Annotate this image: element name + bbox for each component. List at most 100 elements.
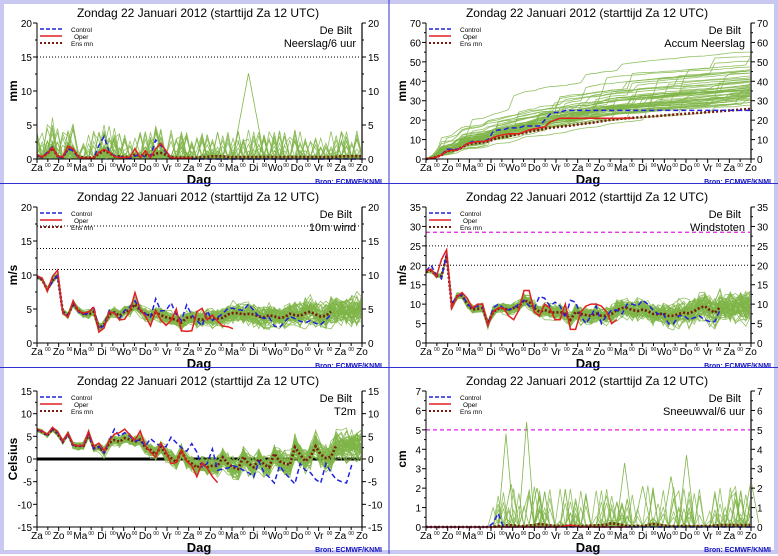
x-hour-label: 00 <box>499 163 505 169</box>
x-tick-label: Ma <box>462 531 476 542</box>
x-hour-label: 00 <box>629 347 635 353</box>
x-tick-label: Zo <box>745 347 757 358</box>
x-tick-label: Ma <box>225 163 239 174</box>
legend-label: Oper <box>74 34 89 41</box>
y-tick-label-left: 0 <box>415 339 421 350</box>
ensemble-member-line <box>425 96 752 160</box>
y-tick-label-left: 5 <box>26 121 32 132</box>
x-tick-label: Vr <box>551 347 561 358</box>
y-tick-label-left: 2 <box>415 484 421 495</box>
x-hour-label: 00 <box>88 163 94 169</box>
x-tick-label: Za <box>723 163 735 174</box>
x-hour-label: 00 <box>218 531 224 537</box>
legend-label: Control <box>460 395 482 402</box>
x-tick-label: Ma <box>225 347 239 358</box>
y-tick-label-right: 15 <box>757 281 769 292</box>
y-tick-label-left: 15 <box>21 237 33 248</box>
x-hour-label: 00 <box>153 531 159 537</box>
y-tick-label-left: 0 <box>26 455 32 466</box>
ensemble-member-line <box>36 275 363 329</box>
ensemble-member-line <box>425 254 752 331</box>
x-tick-label: Vr <box>314 531 324 542</box>
x-hour-label: 00 <box>153 347 159 353</box>
oper-line <box>36 142 192 160</box>
y-tick-label-left: 3 <box>415 465 421 476</box>
x-tick-label: Zo <box>356 531 368 542</box>
source-label: Bron: ECMWF/KNMI <box>704 363 771 370</box>
x-tick-label: Ma <box>225 531 239 542</box>
x-tick-label: Zo <box>204 347 216 358</box>
x-hour-label: 00 <box>694 163 700 169</box>
x-hour-label: 00 <box>175 163 181 169</box>
x-hour-label: 00 <box>542 347 548 353</box>
y-tick-label-left: 0 <box>415 155 421 166</box>
station-label: De Bilt <box>709 393 741 405</box>
legend-label: Control <box>460 27 482 34</box>
x-hour-label: 00 <box>716 347 722 353</box>
y-tick-label-left: 30 <box>410 222 422 233</box>
y-tick-label-right: 15 <box>368 53 380 64</box>
x-tick-label: Zo <box>356 347 368 358</box>
y-tick-label-right: 5 <box>757 320 763 331</box>
y-tick-label-right: 20 <box>757 116 769 127</box>
x-hour-label: 00 <box>607 163 613 169</box>
ensemble-members <box>36 73 363 160</box>
y-tick-label-right: 20 <box>368 19 380 30</box>
legend-label: Ens mn <box>460 409 482 416</box>
x-tick-label: Wo <box>505 347 520 358</box>
x-tick-label: Wo <box>657 531 672 542</box>
x-tick-label: Zo <box>53 531 65 542</box>
x-tick-label: Wo <box>657 163 672 174</box>
x-hour-label: 00 <box>175 347 181 353</box>
y-tick-label-left: -15 <box>18 523 33 534</box>
x-hour-label: 00 <box>737 163 743 169</box>
chart-sneeuwval: Zondag 22 Januari 2012 (starttijd Za 12 … <box>395 374 771 555</box>
y-axis-label: m/s <box>395 264 409 285</box>
x-tick-label: Do <box>528 531 541 542</box>
x-hour-label: 00 <box>327 531 333 537</box>
legend-label: Ens mn <box>460 41 482 48</box>
y-tick-label-left: 25 <box>410 242 422 253</box>
x-hour-label: 00 <box>694 347 700 353</box>
subtitle-label: Neerslag/6 uur <box>284 38 356 50</box>
x-tick-label: Vr <box>162 347 172 358</box>
y-tick-label-left: -10 <box>18 500 33 511</box>
y-tick-label-right: 7 <box>757 387 763 398</box>
x-tick-label: Di <box>97 347 106 358</box>
x-tick-label: Di <box>486 347 495 358</box>
x-hour-label: 00 <box>456 347 462 353</box>
x-tick-label: Vr <box>162 163 172 174</box>
x-hour-label: 00 <box>477 163 483 169</box>
y-tick-label-right: 60 <box>757 38 769 49</box>
y-axis-label: Celsius <box>6 437 20 480</box>
x-hour-label: 00 <box>499 531 505 537</box>
x-tick-label: Ma <box>73 347 87 358</box>
y-axis-label: cm <box>395 450 409 467</box>
y-tick-label-right: 20 <box>757 261 769 272</box>
x-hour-label: 00 <box>629 163 635 169</box>
x-tick-label: Do <box>291 531 304 542</box>
chart-neerslag: Zondag 22 Januari 2012 (starttijd Za 12 … <box>6 6 382 187</box>
x-hour-label: 00 <box>434 347 440 353</box>
x-tick-label: Za <box>183 347 195 358</box>
x-hour-label: 00 <box>348 531 354 537</box>
y-tick-label-right: 30 <box>757 97 769 108</box>
subtitle-label: T2m <box>334 406 356 418</box>
y-tick-label-left: 5 <box>415 426 421 437</box>
x-hour-label: 00 <box>218 347 224 353</box>
x-tick-label: Vr <box>314 347 324 358</box>
x-hour-label: 00 <box>283 163 289 169</box>
x-hour-label: 00 <box>651 531 657 537</box>
source-label: Bron: ECMWF/KNMI <box>704 547 771 554</box>
x-axis-label: Dag <box>576 356 601 371</box>
x-tick-label: Za <box>334 531 346 542</box>
chart-title: Zondag 22 Januari 2012 (starttijd Za 12 … <box>77 6 319 20</box>
x-hour-label: 00 <box>240 531 246 537</box>
y-axis-label: mm <box>395 80 409 101</box>
ensemble-members <box>425 252 752 331</box>
x-tick-label: Zo <box>53 347 65 358</box>
y-tick-label-left: 0 <box>26 155 32 166</box>
